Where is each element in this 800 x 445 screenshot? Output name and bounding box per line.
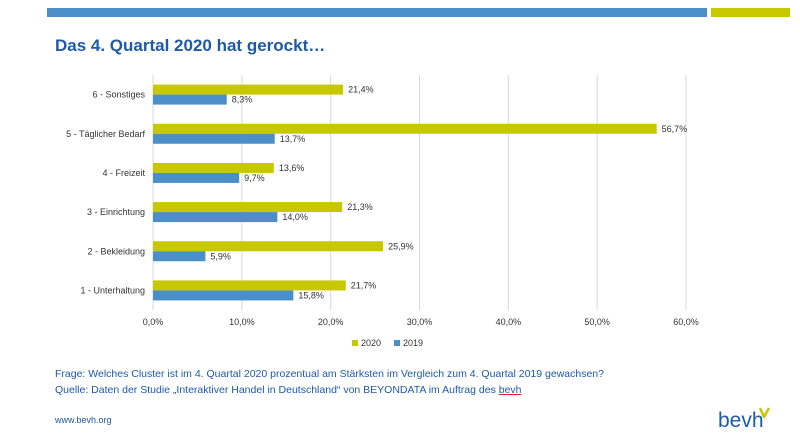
x-tick-label: 10,0% [229,317,255,327]
data-label: 21,4% [348,85,374,95]
x-tick-label: 60,0% [673,317,699,327]
bevh-logo-text: bevh [718,409,764,432]
category-label: 6 - Sonstiges [92,90,145,100]
page-title: Das 4. Quartal 2020 hat gerockt… [55,36,326,55]
question-note: Frage: Welches Cluster ist im 4. Quartal… [55,368,604,380]
category-label: 5 - Täglicher Bedarf [66,129,145,139]
x-tick-label: 30,0% [407,317,433,327]
top-accent-bar-blue [47,8,707,17]
legend-label: 2020 [361,338,381,348]
data-label: 21,7% [351,280,377,290]
bevh-logo: bevh [718,407,771,432]
logo-chevron-icon [758,407,771,419]
category-label: 3 - Einrichtung [87,207,145,217]
website-url[interactable]: www.bevh.org [55,415,112,425]
source-note-text: Quelle: Daten der Studie „Interaktiver H… [55,384,499,396]
data-label: 5,9% [210,251,231,261]
bevh-link[interactable]: bevh [498,384,522,396]
bar-chart: 0,0% 10,0% 20,0% 30,0% 40,0% 50,0% 60,0% 6 - So… [66,75,699,348]
bar-2019 [153,172,240,183]
source-note: Quelle: Daten der Studie „Interaktiver H… [55,384,522,396]
bar-2019 [153,133,275,144]
data-label: 9,7% [244,173,265,183]
bar-2019 [153,290,294,301]
data-label: 56,7% [662,124,688,134]
category-label: 1 - Unterhaltung [80,285,145,295]
legend-swatch [394,340,400,346]
bar-2020 [153,202,343,213]
legend-label: 2019 [403,338,423,348]
category-label: 4 - Freizeit [102,168,145,178]
bar-2020 [153,241,384,252]
top-accent-bar-yellow [711,8,790,17]
x-tick-label: 20,0% [318,317,344,327]
x-tick-label: 50,0% [584,317,610,327]
data-label: 13,7% [280,134,306,144]
data-label: 14,0% [282,212,308,222]
data-label: 15,8% [298,290,324,300]
data-label: 21,3% [347,202,373,212]
bar-2019 [153,251,206,262]
bar-2020 [153,162,274,173]
data-label: 13,6% [279,163,305,173]
bar-2019 [153,94,227,105]
x-tick-label: 40,0% [496,317,522,327]
data-label: 25,9% [388,241,414,251]
bar-2020 [153,123,657,134]
x-tick-label: 0,0% [143,317,164,327]
legend-swatch [352,340,358,346]
data-label: 8,3% [232,95,253,105]
bar-2020 [153,280,346,291]
category-label: 2 - Bekleidung [87,246,145,256]
bar-2020 [153,84,344,95]
bar-2019 [153,212,278,223]
